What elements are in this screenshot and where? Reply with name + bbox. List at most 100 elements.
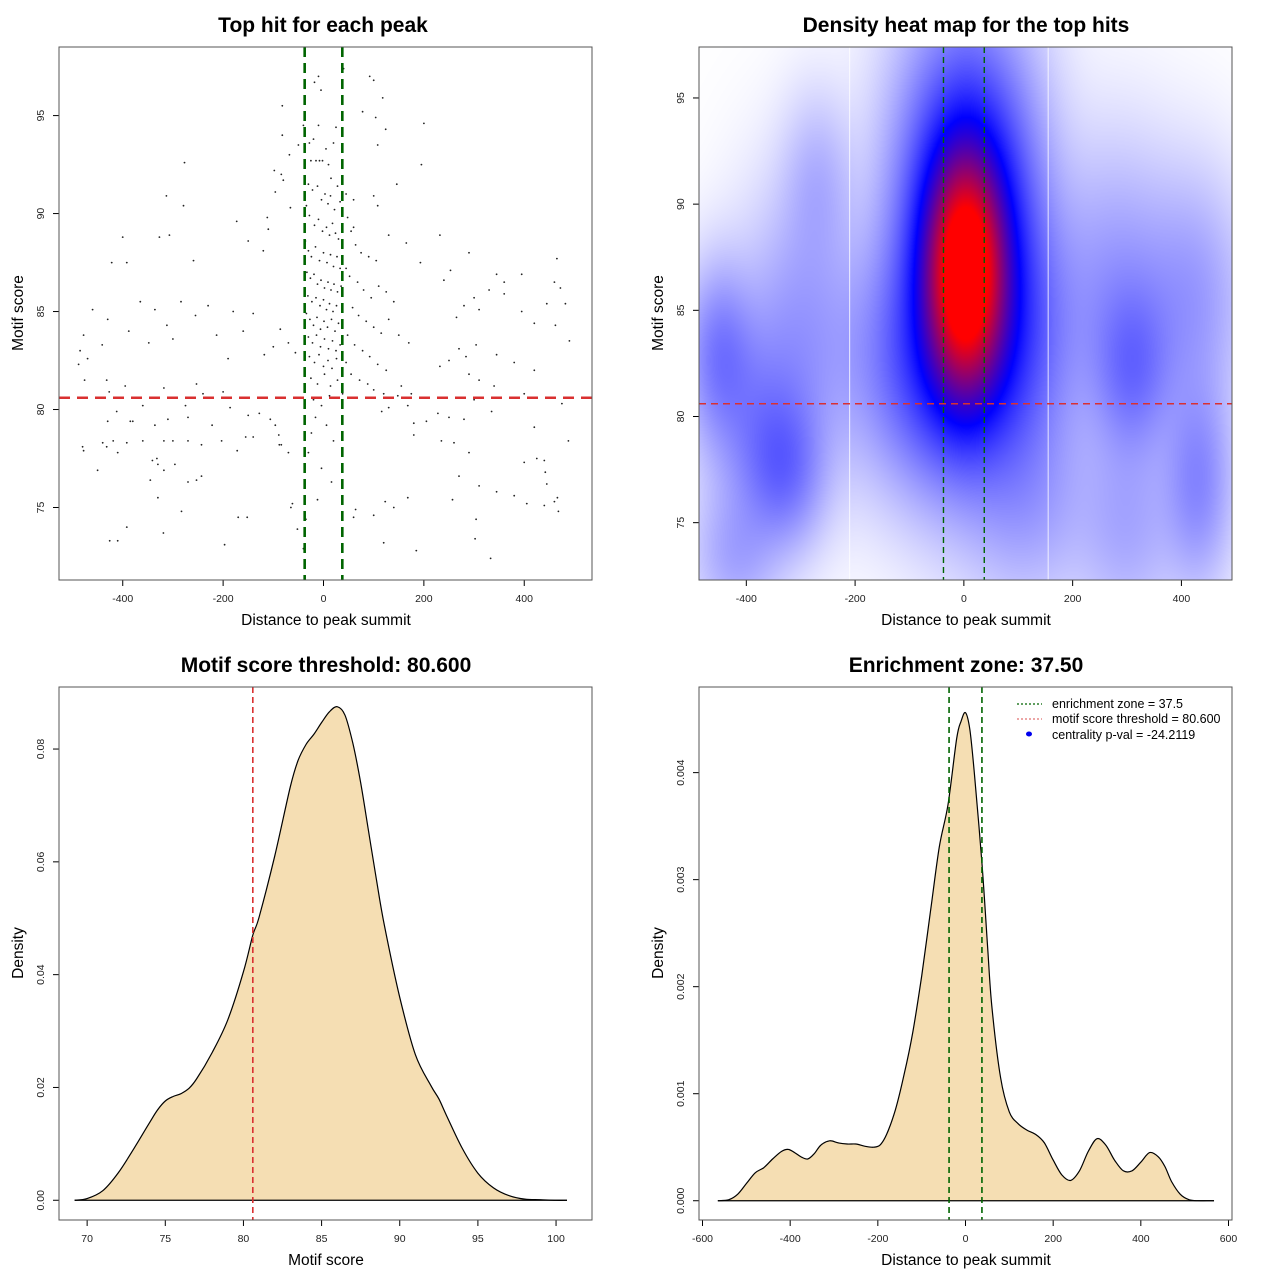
- legend-swatch-centrality-dot: [1026, 731, 1032, 737]
- scatter-point: [372, 79, 375, 82]
- scatter-point: [437, 412, 439, 415]
- scatter-point: [184, 404, 187, 407]
- score-x-tick-label: 70: [81, 1233, 93, 1245]
- scatter-point: [372, 514, 375, 517]
- scatter-point: [335, 304, 338, 307]
- scatter-point: [121, 236, 124, 239]
- scatter-point: [287, 451, 290, 454]
- scatter-point: [376, 144, 379, 146]
- scatter-point: [341, 392, 344, 395]
- scatter-point: [320, 404, 323, 407]
- scatter-point: [125, 526, 128, 528]
- scatter-point: [346, 334, 349, 336]
- scatter-point: [312, 324, 315, 327]
- scatter-point: [318, 259, 321, 262]
- scatter-point: [478, 308, 480, 311]
- scatter-point: [154, 308, 156, 311]
- scatter-point: [266, 216, 269, 219]
- scatter-point: [316, 383, 319, 385]
- scatter-point: [387, 406, 390, 409]
- scatter-point: [83, 379, 86, 381]
- scatter-point: [474, 537, 476, 540]
- scatter-y-tick-label: 90: [35, 208, 47, 220]
- distance-x-tick-label: -400: [780, 1233, 801, 1245]
- scatter-point: [495, 490, 498, 493]
- scatter-x-tick-label: -400: [112, 593, 133, 605]
- scatter-point: [345, 267, 347, 270]
- score-x-tick-label: 100: [547, 1233, 565, 1245]
- scatter-point: [358, 379, 361, 381]
- scatter-point: [116, 539, 119, 542]
- scatter-point: [247, 240, 250, 242]
- scatter-point: [352, 226, 355, 229]
- scatter-point: [334, 330, 336, 332]
- scatter-point: [309, 277, 312, 280]
- scatter-point: [125, 261, 128, 264]
- score-y-tick-label: 0.00: [35, 1190, 47, 1211]
- scatter-point: [337, 238, 340, 240]
- scatter-point: [281, 134, 284, 137]
- heatmap-y-tick-label: 85: [675, 304, 687, 316]
- scatter-point: [392, 300, 395, 303]
- scatter-point: [263, 353, 266, 356]
- heatmap-x-tick-label: -400: [736, 593, 757, 605]
- scatter-point: [316, 283, 319, 285]
- scatter-point: [232, 310, 235, 313]
- scatter-point: [419, 261, 422, 264]
- scatter-point: [163, 387, 165, 389]
- score-x-tick-label: 85: [316, 1233, 328, 1245]
- scatter-point: [183, 161, 186, 164]
- score-x-tick-label: 80: [238, 1233, 250, 1245]
- scatter-point: [108, 539, 111, 542]
- scatter-point: [387, 318, 390, 321]
- scatter-point: [478, 485, 480, 487]
- scatter-point: [106, 318, 109, 321]
- scatter-point: [324, 193, 326, 195]
- scatter-point: [149, 479, 152, 481]
- scatter-point: [368, 355, 371, 358]
- scatter-panel: -400 -200 0 200 400 75 80 85 90 95: [35, 46, 593, 605]
- scatter-point: [400, 385, 403, 387]
- scatter-point: [105, 445, 108, 448]
- scatter-y-tick-label: 85: [35, 306, 47, 318]
- scatter-point: [322, 251, 325, 254]
- scatter-point: [322, 298, 325, 301]
- x-axis-label-scatter: Distance to peak summit: [241, 612, 411, 629]
- scatter-point: [367, 255, 370, 258]
- scatter-point: [405, 242, 408, 244]
- scatter-point: [543, 504, 546, 507]
- scatter-point: [329, 195, 332, 197]
- scatter-point: [473, 398, 475, 401]
- scatter-point: [182, 204, 185, 207]
- scatter-point: [559, 287, 562, 289]
- scatter-point: [406, 404, 409, 407]
- scatter-point: [305, 204, 308, 207]
- scatter-point: [332, 142, 335, 144]
- scatter-point: [475, 518, 477, 521]
- scatter-point: [258, 412, 261, 415]
- scatter-point: [313, 273, 315, 276]
- scatter-point: [513, 361, 516, 364]
- scatter-point: [468, 251, 470, 254]
- scatter-point: [323, 373, 326, 376]
- distance-y-tick-label: 0.003: [675, 866, 687, 892]
- scatter-point: [314, 416, 317, 419]
- scatter-point: [309, 318, 311, 321]
- scatter-point: [328, 234, 331, 237]
- distance-density-curve: [717, 711, 1214, 1202]
- scatter-point: [168, 234, 171, 237]
- scatter-point: [354, 508, 357, 511]
- scatter-point: [82, 449, 85, 452]
- scatter-point: [315, 334, 318, 336]
- scatter-point: [345, 361, 347, 364]
- scatter-point: [423, 122, 425, 125]
- scatter-point: [187, 416, 189, 419]
- scatter-point: [163, 469, 165, 472]
- scatter-point: [272, 345, 275, 348]
- scatter-x-tick-label: 400: [515, 593, 533, 605]
- scatter-point: [252, 436, 255, 438]
- panel-title-heatmap: Density heat map for the top hits: [803, 14, 1130, 37]
- scatter-point: [365, 320, 368, 323]
- scatter-point: [478, 379, 480, 381]
- distance-y-tick-label: 0.004: [675, 759, 687, 785]
